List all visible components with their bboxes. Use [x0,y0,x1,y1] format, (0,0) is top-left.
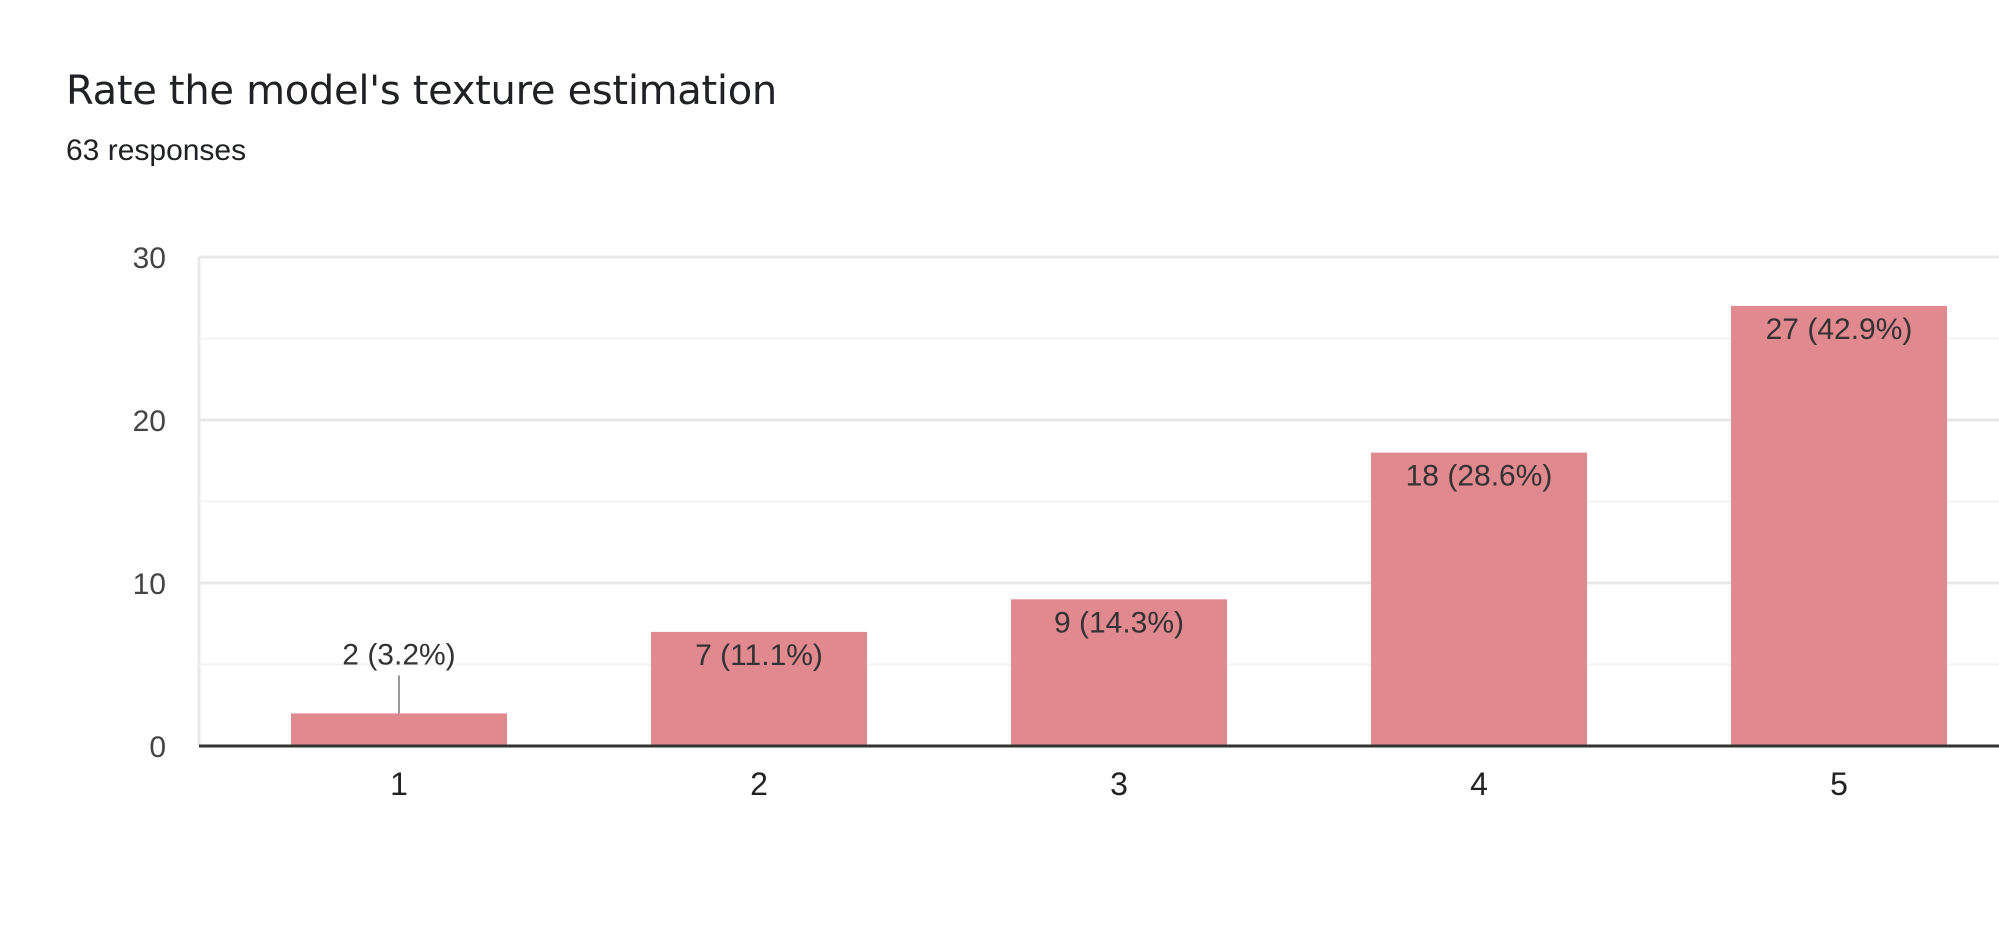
data-label: 9 (14.3%) [1054,606,1184,639]
x-tick-label: 2 [750,766,768,802]
bar [1371,452,1587,746]
bar [1731,305,1947,746]
y-tick-label: 10 [133,568,166,601]
bar [1011,599,1227,746]
x-tick-label: 4 [1470,766,1488,802]
bar [291,713,507,746]
response-count: 63 responses [66,134,247,167]
y-tick-label: 30 [133,242,166,275]
data-label: 7 (11.1%) [695,639,823,672]
x-tick-label: 1 [390,766,408,802]
data-label: 18 (28.6%) [1406,460,1553,493]
y-tick-label: 20 [133,405,166,438]
data-label: 2 (3.2%) [342,638,455,671]
x-tick-label: 3 [1110,766,1128,802]
chart-title: Rate the model's texture estimation [66,68,777,114]
x-tick-label: 5 [1830,766,1848,802]
bar [651,631,867,746]
data-label: 27 (42.9%) [1766,313,1913,346]
y-tick-label: 0 [149,731,166,764]
